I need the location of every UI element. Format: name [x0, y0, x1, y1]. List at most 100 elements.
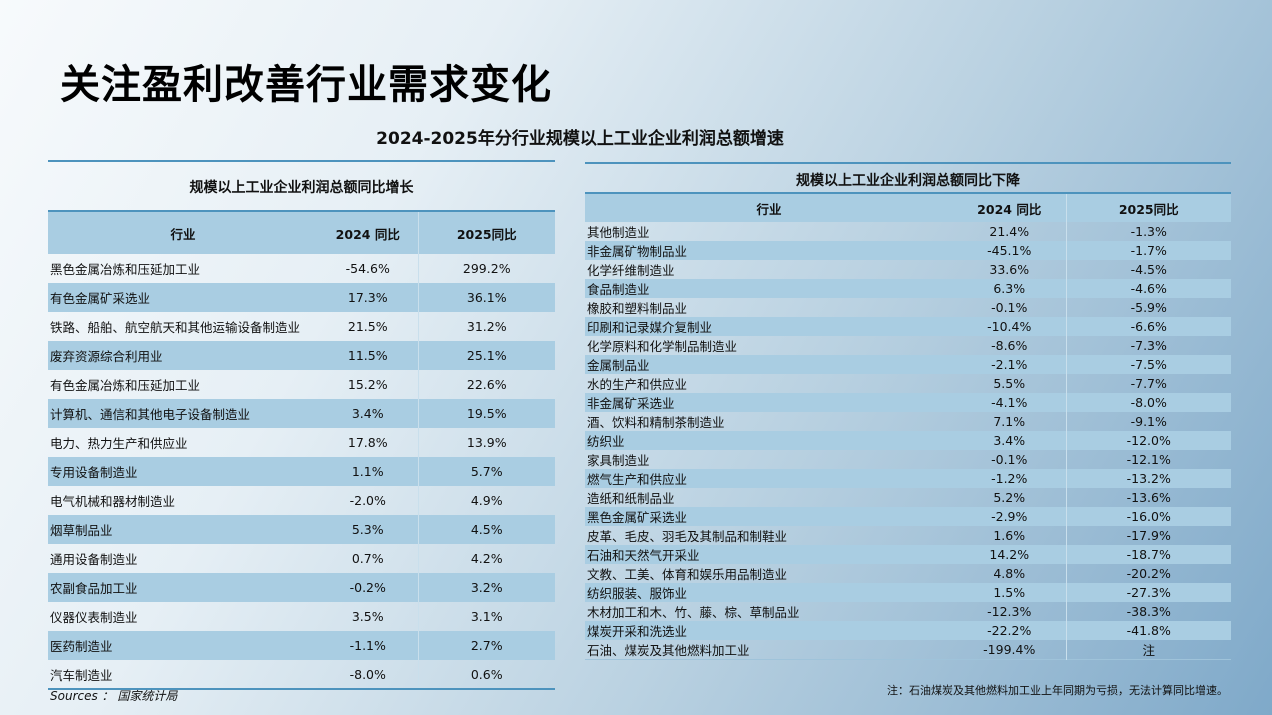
industry-cell: 木材加工和木、竹、藤、棕、草制品业	[587, 605, 800, 620]
value-2025-cell: -6.6%	[1065, 317, 1231, 336]
value-2024-cell: -8.0%	[349, 666, 386, 682]
table-row: 农副食品加工业 -0.2% 3.2%	[48, 573, 555, 602]
value-2024-cell: 1.6%	[993, 528, 1026, 543]
value-2024-cell: -45.1%	[987, 243, 1032, 258]
industry-cell: 电力、热力生产和供应业	[50, 436, 188, 451]
industry-cell: 印刷和记录媒介复制业	[587, 320, 713, 335]
table-row: 非金属矿采选业 -4.1% -8.0%	[585, 393, 1231, 412]
value-2025-cell: 3.1%	[417, 602, 555, 631]
profit-decline-panel: 规模以上工业企业利润总额同比下降 行业 2024 同比 2025同比 其他制造业…	[585, 162, 1231, 660]
value-2024-cell: 5.5%	[993, 376, 1026, 391]
value-2025-cell: -41.8%	[1065, 621, 1231, 640]
value-2024-cell: 7.1%	[993, 414, 1026, 429]
value-2024-cell: -2.1%	[991, 357, 1028, 372]
value-2025-cell: -1.3%	[1065, 222, 1231, 241]
table-row: 有色金属矿采选业 17.3% 36.1%	[48, 283, 555, 312]
industry-cell: 通用设备制造业	[50, 552, 138, 567]
value-2024-cell: 3.5%	[351, 609, 384, 624]
table-row: 煤炭开采和洗选业 -22.2% -41.8%	[585, 621, 1231, 640]
value-2024-cell: 17.8%	[347, 435, 388, 450]
value-2024-cell: 1.5%	[993, 585, 1026, 600]
value-2024-cell: 14.2%	[989, 547, 1030, 562]
value-2025-cell: -38.3%	[1065, 602, 1231, 621]
value-2025-cell: -18.7%	[1065, 545, 1231, 564]
industry-cell: 专用设备制造业	[50, 465, 138, 480]
value-2024-cell: -54.6%	[345, 261, 390, 276]
table-row: 纺织服装、服饰业 1.5% -27.3%	[585, 583, 1231, 602]
value-2025-cell: 4.2%	[417, 544, 555, 573]
industry-cell: 皮革、毛皮、羽毛及其制品和制鞋业	[587, 529, 788, 544]
table-row: 水的生产和供应业 5.5% -7.7%	[585, 374, 1231, 393]
industry-cell: 其他制造业	[587, 225, 650, 240]
table-row: 金属制品业 -2.1% -7.5%	[585, 355, 1231, 374]
industry-cell: 医药制造业	[50, 639, 113, 654]
industry-cell: 有色金属矿采选业	[50, 291, 151, 306]
column-header-industry: 行业	[756, 201, 782, 217]
table-row: 食品制造业 6.3% -4.6%	[585, 279, 1231, 298]
profit-decline-rows: 其他制造业 21.4% -1.3% 非金属矿物制品业 -45.1% -1.7% 化学纤维制造…	[585, 222, 1231, 660]
table-row: 橡胶和塑料制品业 -0.1% -5.9%	[585, 298, 1231, 317]
industry-cell: 橡胶和塑料制品业	[587, 301, 688, 316]
value-2025-cell: -8.0%	[1065, 393, 1231, 412]
table-row: 酒、饮料和精制茶制造业 7.1% -9.1%	[585, 412, 1231, 431]
table-header-row: 行业 2024 同比 2025同比	[48, 212, 555, 254]
value-2024-cell: 15.2%	[347, 377, 388, 392]
page-title: 关注盈利改善行业需求变化	[60, 62, 552, 108]
value-2024-cell: 5.3%	[351, 522, 384, 537]
value-2025-cell: 13.9%	[417, 428, 555, 457]
value-2024-cell: 33.6%	[989, 262, 1030, 277]
profit-growth-header: 规模以上工业企业利润总额同比增长	[48, 160, 555, 212]
industry-cell: 黑色金属矿采选业	[587, 510, 688, 525]
industry-cell: 石油和天然气开采业	[587, 548, 700, 563]
table-row: 烟草制品业 5.3% 4.5%	[48, 515, 555, 544]
profit-growth-table: 行业 2024 同比 2025同比 黑色金属冶炼和压延加工业 -54.6% 299.…	[48, 212, 555, 690]
table-row: 有色金属冶炼和压延加工业 15.2% 22.6%	[48, 370, 555, 399]
value-2025-cell: 36.1%	[417, 283, 555, 312]
value-2024-cell: 21.4%	[989, 224, 1030, 239]
table-row: 医药制造业 -1.1% 2.7%	[48, 631, 555, 660]
value-2025-cell: -13.2%	[1065, 469, 1231, 488]
industry-cell: 燃气生产和供应业	[587, 472, 688, 487]
table-row: 木材加工和木、竹、藤、棕、草制品业 -12.3% -38.3%	[585, 602, 1231, 621]
value-2024-cell: 4.8%	[993, 566, 1026, 581]
table-row: 电力、热力生产和供应业 17.8% 13.9%	[48, 428, 555, 457]
table-row: 文教、工美、体育和娱乐用品制造业 4.8% -20.2%	[585, 564, 1231, 583]
table-row: 印刷和记录媒介复制业 -10.4% -6.6%	[585, 317, 1231, 336]
value-2024-cell: 3.4%	[993, 433, 1026, 448]
column-header-2024: 2024 同比	[977, 201, 1042, 217]
industry-cell: 纺织服装、服饰业	[587, 586, 688, 601]
value-2024-cell: -12.3%	[987, 604, 1032, 619]
industry-cell: 食品制造业	[587, 282, 650, 297]
table-row: 废弃资源综合利用业 11.5% 25.1%	[48, 341, 555, 370]
value-2025-cell: -12.0%	[1065, 431, 1231, 450]
profit-growth-panel: 规模以上工业企业利润总额同比增长 行业 2024 同比 2025同比 黑色金属冶…	[48, 160, 555, 690]
table-row: 造纸和纸制品业 5.2% -13.6%	[585, 488, 1231, 507]
table-row: 纺织业 3.4% -12.0%	[585, 431, 1231, 450]
profit-decline-header: 规模以上工业企业利润总额同比下降	[585, 162, 1231, 194]
industry-cell: 烟草制品业	[50, 523, 113, 538]
industry-cell: 酒、饮料和精制茶制造业	[587, 415, 725, 430]
table-row: 铁路、船舶、航空航天和其他运输设备制造业 21.5% 31.2%	[48, 312, 555, 341]
industry-cell: 水的生产和供应业	[587, 377, 688, 392]
table-row: 专用设备制造业 1.1% 5.7%	[48, 457, 555, 486]
value-2025-cell: -16.0%	[1065, 507, 1231, 526]
value-2025-cell: 5.7%	[417, 457, 555, 486]
value-2025-cell: 4.9%	[417, 486, 555, 515]
industry-cell: 铁路、船舶、航空航天和其他运输设备制造业	[50, 320, 301, 335]
value-2024-cell: -10.4%	[987, 319, 1032, 334]
value-2024-cell: 5.2%	[993, 490, 1026, 505]
industry-cell: 纺织业	[587, 434, 625, 449]
industry-cell: 化学原料和化学制品制造业	[587, 339, 738, 354]
value-2025-cell: 25.1%	[417, 341, 555, 370]
value-2025-cell: -13.6%	[1065, 488, 1231, 507]
table-row: 石油和天然气开采业 14.2% -18.7%	[585, 545, 1231, 564]
industry-cell: 农副食品加工业	[50, 581, 138, 596]
value-2025-cell: -20.2%	[1065, 564, 1231, 583]
table-subtitle: 2024-2025年分行业规模以上工业企业利润总额增速	[376, 129, 784, 149]
sources-footnote: Sources ： 国家统计局	[50, 689, 178, 703]
value-2024-cell: -1.2%	[991, 471, 1028, 486]
value-2024-cell: 0.7%	[351, 551, 384, 566]
column-header-2024: 2024 同比	[335, 226, 400, 242]
value-2024-cell: -2.9%	[991, 509, 1028, 524]
industry-cell: 汽车制造业	[50, 667, 113, 683]
